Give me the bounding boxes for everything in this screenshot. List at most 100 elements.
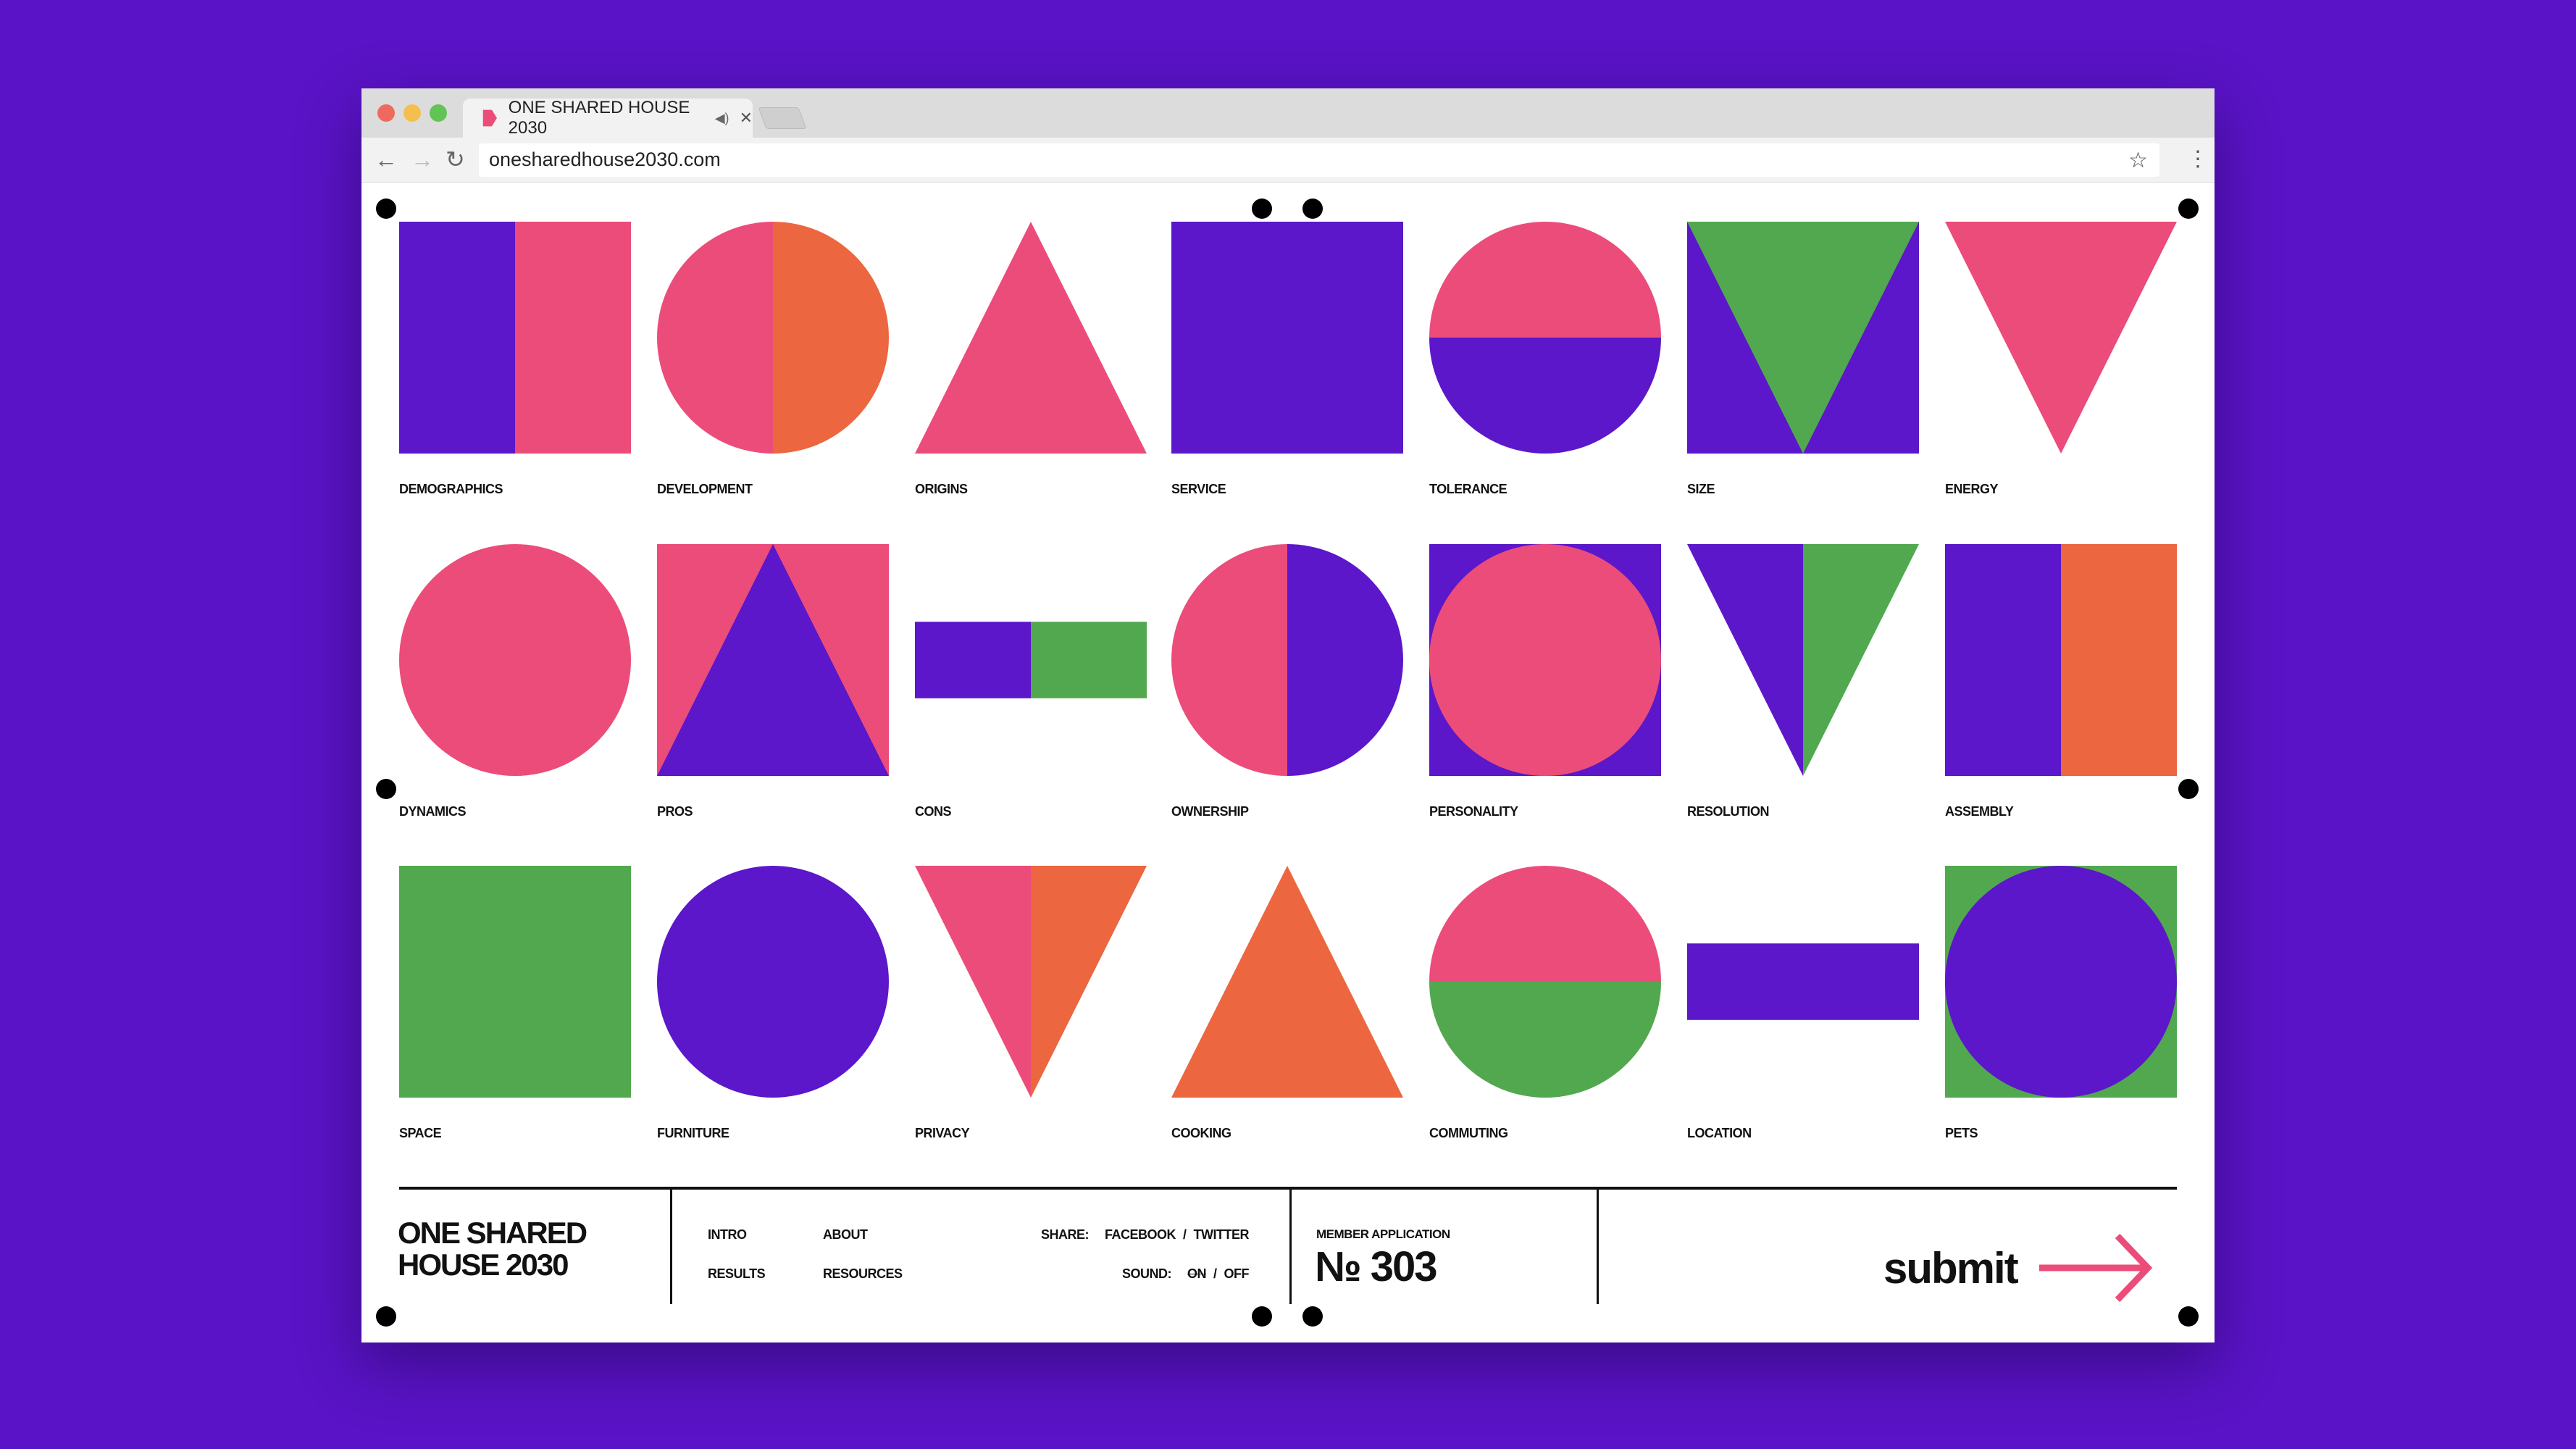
shape-label-commuting[interactable]: COMMUTING [1429, 1126, 1508, 1140]
shape-graphic [1171, 222, 1403, 454]
shape-privacy[interactable] [915, 866, 1147, 1098]
shape-origins[interactable] [915, 222, 1147, 454]
shape-graphic [1687, 943, 1919, 1020]
shape-graphic [915, 622, 1147, 698]
shape-label-tolerance[interactable]: TOLERANCE [1429, 482, 1507, 496]
shape-label-service[interactable]: SERVICE [1171, 482, 1226, 496]
registration-dot [1252, 1306, 1272, 1327]
url-text: onesharedhouse2030.com [489, 149, 721, 170]
footer-logo[interactable]: ONE SHARED HOUSE 2030 [398, 1216, 587, 1281]
close-icon[interactable]: ✕ [739, 109, 753, 127]
shape-label-development[interactable]: DEVELOPMENT [657, 482, 753, 496]
shape-graphic [399, 222, 631, 454]
shape-label-pets[interactable]: PETS [1945, 1126, 1978, 1140]
forward-icon[interactable]: → [411, 146, 434, 172]
registration-dot [2178, 199, 2199, 219]
shape-resolution[interactable] [1687, 544, 1919, 776]
shape-tolerance[interactable] [1429, 222, 1661, 454]
tab-active[interactable]: ONE SHARED HOUSE 2030 ◀) ✕ [463, 98, 753, 138]
shape-label-cooking[interactable]: COOKING [1171, 1126, 1231, 1140]
shape-label-assembly[interactable]: ASSEMBLY [1945, 804, 2014, 819]
shape-energy[interactable] [1945, 222, 2177, 454]
member-application-label: MEMBER APPLICATION [1316, 1227, 1450, 1241]
nav-about[interactable]: ABOUT [823, 1227, 868, 1242]
shape-personality[interactable] [1429, 544, 1661, 776]
submit-button[interactable]: submit [1883, 1232, 2152, 1304]
nav-resources[interactable]: RESOURCES [823, 1266, 903, 1281]
registration-dot [1252, 199, 1272, 219]
divider [1597, 1188, 1599, 1304]
nav-results[interactable]: RESULTS [708, 1266, 766, 1281]
divider [670, 1188, 672, 1304]
url-input[interactable]: onesharedhouse2030.com ☆ [479, 143, 2159, 177]
shape-pets[interactable] [1945, 866, 2177, 1098]
shape-graphic [915, 866, 1147, 1098]
shape-service[interactable] [1171, 222, 1403, 454]
shape-demographics[interactable] [399, 222, 631, 454]
tab-title: ONE SHARED HOUSE 2030 [508, 98, 690, 138]
shape-graphic [399, 544, 631, 776]
back-icon[interactable]: ← [375, 146, 398, 172]
shape-label-privacy[interactable]: PRIVACY [915, 1126, 970, 1140]
nav-intro[interactable]: INTRO [708, 1227, 747, 1242]
share-row: SHARE: FACEBOOK / TWITTER [1041, 1227, 1250, 1243]
shape-graphic [1945, 544, 2177, 776]
shape-size[interactable] [1687, 222, 1919, 454]
new-tab-button[interactable] [758, 107, 807, 129]
sound-on-toggle[interactable]: ON [1187, 1266, 1207, 1281]
shape-cons[interactable] [915, 544, 1147, 776]
shape-dynamics[interactable] [399, 544, 631, 776]
shape-label-energy[interactable]: ENERGY [1945, 482, 1999, 496]
star-icon[interactable]: ☆ [2128, 149, 2148, 172]
address-bar-row: ← → ↻ onesharedhouse2030.com ☆ ⋮ [361, 138, 2215, 183]
shape-location[interactable] [1687, 866, 1919, 1098]
minimize-window-button[interactable] [403, 104, 421, 122]
registration-dot [376, 199, 396, 219]
shape-commuting[interactable] [1429, 866, 1661, 1098]
shape-graphic [657, 866, 889, 1098]
shape-graphic [1171, 544, 1403, 776]
shape-label-origins[interactable]: ORIGINS [915, 482, 968, 496]
sound-row: SOUND: ON / OFF [1121, 1266, 1250, 1282]
shape-graphic [657, 544, 889, 776]
twitter-link[interactable]: TWITTER [1193, 1227, 1250, 1242]
shape-label-pros[interactable]: PROS [657, 804, 693, 819]
registration-dot [376, 779, 396, 799]
shape-label-resolution[interactable]: RESOLUTION [1687, 804, 1770, 819]
shape-graphic [1429, 866, 1661, 1098]
shape-label-size[interactable]: SIZE [1687, 482, 1715, 496]
shape-development[interactable] [657, 222, 889, 454]
shape-graphic [915, 222, 1147, 454]
close-window-button[interactable] [377, 104, 395, 122]
shape-furniture[interactable] [657, 866, 889, 1098]
member-number: № 303 [1315, 1243, 1438, 1290]
logo-line: ONE SHARED [398, 1216, 587, 1250]
shape-cooking[interactable] [1171, 866, 1403, 1098]
menu-icon[interactable]: ⋮ [2187, 147, 2209, 171]
speaker-icon[interactable]: ◀) [714, 110, 729, 125]
shape-ownership[interactable] [1171, 544, 1403, 776]
sound-label: SOUND: [1121, 1266, 1172, 1281]
facebook-link[interactable]: FACEBOOK [1104, 1227, 1176, 1242]
shape-label-personality[interactable]: PERSONALITY [1429, 804, 1518, 819]
tab-bar: ONE SHARED HOUSE 2030 ◀) ✕ [361, 88, 2215, 138]
shape-label-ownership[interactable]: OWNERSHIP [1171, 804, 1249, 819]
shape-graphic [1945, 866, 2177, 1098]
shape-label-location[interactable]: LOCATION [1687, 1126, 1752, 1140]
shape-space[interactable] [399, 866, 631, 1098]
sound-off-toggle[interactable]: OFF [1224, 1266, 1250, 1281]
registration-dot [376, 1306, 396, 1327]
shape-graphic [1429, 544, 1661, 776]
shape-assembly[interactable] [1945, 544, 2177, 776]
registration-dot [2178, 779, 2199, 799]
maximize-window-button[interactable] [430, 104, 447, 122]
shape-label-cons[interactable]: CONS [915, 804, 952, 819]
shape-pros[interactable] [657, 544, 889, 776]
shape-graphic [1687, 544, 1919, 776]
shape-label-space[interactable]: SPACE [399, 1126, 442, 1140]
reload-icon[interactable]: ↻ [446, 146, 465, 172]
shape-label-dynamics[interactable]: DYNAMICS [399, 804, 467, 819]
favicon-icon [482, 109, 497, 127]
shape-label-demographics[interactable]: DEMOGRAPHICS [399, 482, 503, 496]
shape-label-furniture[interactable]: FURNITURE [657, 1126, 729, 1140]
